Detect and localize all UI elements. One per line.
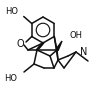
Text: N: N (80, 47, 87, 56)
Text: HO: HO (4, 73, 17, 82)
Text: O: O (16, 39, 24, 49)
Text: OH: OH (70, 31, 83, 40)
Polygon shape (56, 42, 62, 51)
Text: HO: HO (5, 7, 18, 16)
